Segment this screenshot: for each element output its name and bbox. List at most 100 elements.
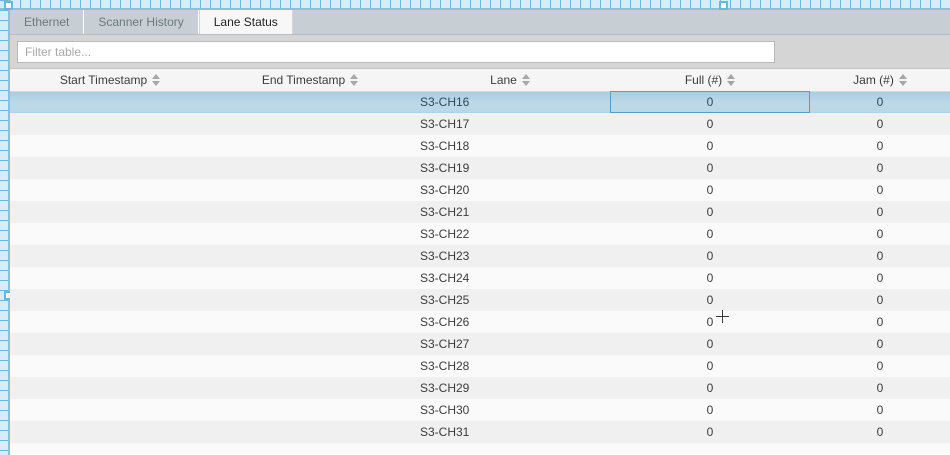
- cell-jam[interactable]: 0: [810, 201, 950, 223]
- cell-full[interactable]: 0: [610, 179, 810, 201]
- table-row[interactable]: S3-CH23 0 0: [10, 245, 950, 267]
- resize-handle-top-left[interactable]: [4, 1, 13, 10]
- cell-full[interactable]: 0: [610, 201, 810, 223]
- cell-full[interactable]: 0: [610, 245, 810, 267]
- sort-icon[interactable]: [898, 73, 907, 86]
- cell-jam[interactable]: 0: [810, 91, 950, 113]
- table-row[interactable]: S3-CH30 0 0: [10, 399, 950, 421]
- table-row[interactable]: S3-CH24 0 0: [10, 267, 950, 289]
- cell-end[interactable]: [210, 377, 410, 399]
- cell-full[interactable]: 0: [610, 399, 810, 421]
- cell-end[interactable]: [210, 399, 410, 421]
- cell-end[interactable]: [210, 113, 410, 135]
- cell-lane[interactable]: S3-CH16: [410, 91, 610, 113]
- sort-icon[interactable]: [521, 73, 530, 86]
- cell-jam[interactable]: 0: [810, 311, 950, 333]
- column-header-jam[interactable]: Jam (#): [810, 69, 950, 92]
- cell-end[interactable]: [210, 223, 410, 245]
- cell-end[interactable]: [210, 267, 410, 289]
- cell-start[interactable]: [10, 135, 210, 157]
- cell-full[interactable]: 0: [610, 311, 810, 333]
- cell-end[interactable]: [210, 355, 410, 377]
- cell-start[interactable]: [10, 355, 210, 377]
- lane-status-table-container[interactable]: Start Timestamp End Timestamp: [10, 69, 950, 454]
- cell-lane[interactable]: S3-CH20: [410, 179, 610, 201]
- cell-full[interactable]: 0: [610, 91, 810, 113]
- cell-lane[interactable]: S3-CH24: [410, 267, 610, 289]
- tab-scanner-history[interactable]: Scanner History: [84, 10, 199, 34]
- cell-start[interactable]: [10, 333, 210, 355]
- table-row[interactable]: S3-CH17 0 0: [10, 113, 950, 135]
- cell-start[interactable]: [10, 201, 210, 223]
- table-row[interactable]: S3-CH31 0 0: [10, 421, 950, 443]
- cell-end[interactable]: [210, 245, 410, 267]
- tab-lane-status[interactable]: Lane Status: [198, 10, 293, 34]
- table-row[interactable]: S3-CH22 0 0: [10, 223, 950, 245]
- cell-end[interactable]: [210, 333, 410, 355]
- cell-start[interactable]: [10, 157, 210, 179]
- cell-lane[interactable]: S3-CH19: [410, 157, 610, 179]
- cell-lane[interactable]: S3-CH17: [410, 113, 610, 135]
- cell-start[interactable]: [10, 223, 210, 245]
- cell-start[interactable]: [10, 311, 210, 333]
- column-header-lane[interactable]: Lane: [410, 69, 610, 92]
- cell-end[interactable]: [210, 421, 410, 443]
- cell-lane[interactable]: S3-CH31: [410, 421, 610, 443]
- sort-icon[interactable]: [152, 73, 161, 86]
- cell-lane[interactable]: S3-CH22: [410, 223, 610, 245]
- cell-start[interactable]: [10, 267, 210, 289]
- cell-jam[interactable]: 0: [810, 157, 950, 179]
- cell-jam[interactable]: 0: [810, 223, 950, 245]
- cell-lane[interactable]: S3-CH29: [410, 377, 610, 399]
- cell-jam[interactable]: 0: [810, 377, 950, 399]
- sort-icon[interactable]: [350, 73, 359, 86]
- cell-jam[interactable]: 0: [810, 245, 950, 267]
- cell-full[interactable]: 0: [610, 289, 810, 311]
- table-row[interactable]: S3-CH18 0 0: [10, 135, 950, 157]
- cell-jam[interactable]: 0: [810, 179, 950, 201]
- filter-table-input[interactable]: [17, 40, 775, 63]
- cell-jam[interactable]: 0: [810, 399, 950, 421]
- cell-lane[interactable]: S3-CH23: [410, 245, 610, 267]
- table-row[interactable]: S3-CH27 0 0: [10, 333, 950, 355]
- cell-full[interactable]: 0: [610, 223, 810, 245]
- cell-lane[interactable]: S3-CH28: [410, 355, 610, 377]
- cell-full[interactable]: 0: [610, 157, 810, 179]
- cell-lane[interactable]: S3-CH26: [410, 311, 610, 333]
- cell-jam[interactable]: 0: [810, 355, 950, 377]
- cell-end[interactable]: [210, 157, 410, 179]
- tab-ethernet[interactable]: Ethernet: [10, 10, 85, 34]
- table-row[interactable]: S3-CH28 0 0: [10, 355, 950, 377]
- cell-jam[interactable]: 0: [810, 267, 950, 289]
- table-row[interactable]: S3-CH21 0 0: [10, 201, 950, 223]
- table-row[interactable]: S3-CH16 0 0: [10, 91, 950, 113]
- cell-jam[interactable]: 0: [810, 421, 950, 443]
- table-row[interactable]: S3-CH26 0 0: [10, 311, 950, 333]
- cell-lane[interactable]: S3-CH21: [410, 201, 610, 223]
- resize-handle-top-middle[interactable]: [719, 1, 728, 10]
- cell-end[interactable]: [210, 135, 410, 157]
- cell-end[interactable]: [210, 201, 410, 223]
- cell-start[interactable]: [10, 289, 210, 311]
- cell-full[interactable]: 0: [610, 333, 810, 355]
- cell-end[interactable]: [210, 179, 410, 201]
- table-row[interactable]: S3-CH19 0 0: [10, 157, 950, 179]
- cell-start[interactable]: [10, 399, 210, 421]
- column-header-full[interactable]: Full (#): [610, 69, 810, 92]
- cell-full[interactable]: 0: [610, 355, 810, 377]
- cell-full[interactable]: 0: [610, 421, 810, 443]
- cell-start[interactable]: [10, 91, 210, 113]
- cell-jam[interactable]: 0: [810, 289, 950, 311]
- cell-jam[interactable]: 0: [810, 333, 950, 355]
- cell-start[interactable]: [10, 245, 210, 267]
- cell-start[interactable]: [10, 179, 210, 201]
- cell-lane[interactable]: S3-CH30: [410, 399, 610, 421]
- cell-start[interactable]: [10, 113, 210, 135]
- cell-lane[interactable]: S3-CH27: [410, 333, 610, 355]
- cell-end[interactable]: [210, 91, 410, 113]
- cell-start[interactable]: [10, 377, 210, 399]
- cell-full[interactable]: 0: [610, 377, 810, 399]
- cell-lane[interactable]: S3-CH18: [410, 135, 610, 157]
- cell-end[interactable]: [210, 311, 410, 333]
- cell-lane[interactable]: S3-CH25: [410, 289, 610, 311]
